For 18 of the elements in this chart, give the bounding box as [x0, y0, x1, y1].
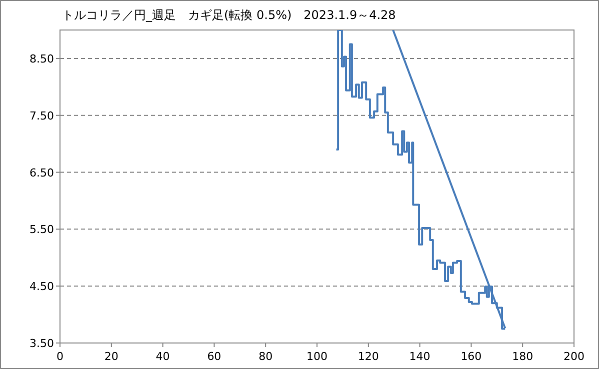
y-tick-label: 6.50: [30, 166, 54, 180]
x-tick-label: 40: [156, 350, 170, 363]
x-tick-label: 140: [409, 350, 430, 363]
x-tick-label: 120: [358, 350, 379, 363]
x-tick-label: 200: [564, 350, 584, 363]
x-tick-label: 20: [104, 350, 118, 363]
chart-title: トルコリラ／円_週足 カギ足(転換 0.5%) 2023.1.9～4.28: [62, 8, 396, 22]
x-tick-label: 80: [258, 350, 273, 363]
y-tick-label: 8.50: [30, 52, 54, 66]
y-tick-label: 3.50: [30, 337, 54, 350]
y-tick-label: 4.50: [30, 280, 54, 294]
x-tick-label: 100: [306, 350, 328, 363]
x-tick-label: 60: [207, 350, 222, 363]
x-tick-label: 160: [460, 350, 482, 363]
y-tick-label: 5.50: [30, 223, 54, 236]
x-tick-label: 0: [56, 350, 64, 363]
x-tick-label: 180: [512, 350, 534, 363]
y-tick-label: 7.50: [30, 109, 54, 122]
